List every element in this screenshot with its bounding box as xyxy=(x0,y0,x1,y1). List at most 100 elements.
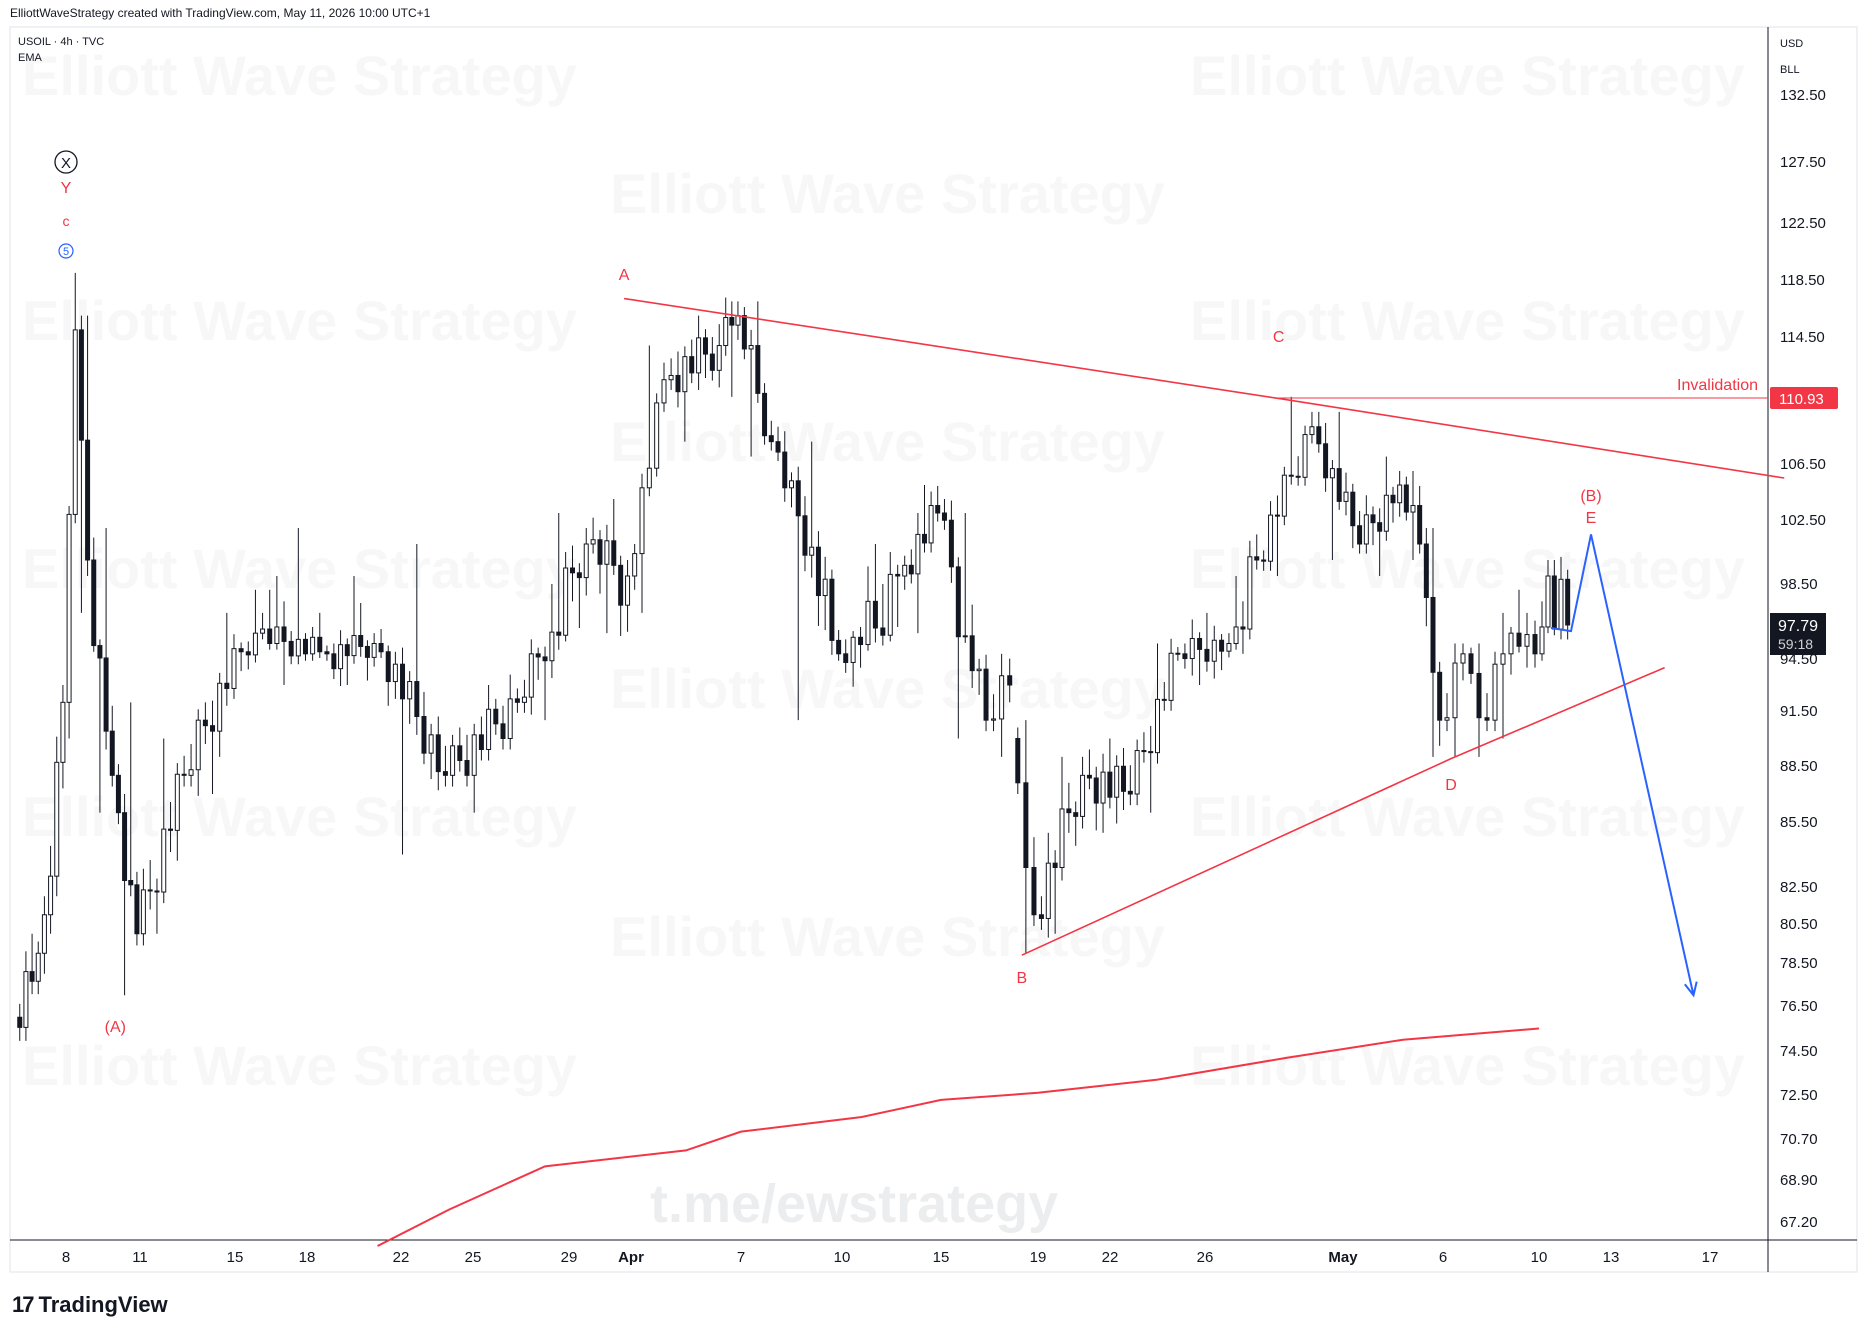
wave-label-x: X xyxy=(61,155,71,172)
candle-body-down xyxy=(168,828,174,831)
candle-body-up xyxy=(1545,575,1551,628)
candle-body-down xyxy=(344,644,350,657)
price-tick-label: 70.70 xyxy=(1780,1131,1818,1148)
candle-body-down xyxy=(435,734,441,773)
candle-body-down xyxy=(514,698,520,703)
tradingview-logo[interactable]: 17 TradingView xyxy=(12,1292,168,1318)
symbol-info[interactable]: USOIL · 4h · TVC xyxy=(18,36,105,48)
time-tick-label: 26 xyxy=(1197,1249,1214,1266)
last-price-badge xyxy=(1770,613,1826,655)
candle-body-up xyxy=(723,317,729,347)
candle-body-down xyxy=(1052,862,1058,869)
candle-body-up xyxy=(528,653,534,698)
candle-body-down xyxy=(1417,505,1423,545)
time-tick-label: May xyxy=(1328,1249,1358,1266)
candle-body-up xyxy=(371,642,377,658)
candle-body-up xyxy=(549,631,555,662)
candle-body-up xyxy=(41,914,47,954)
candle-body-up xyxy=(1189,637,1195,660)
candle-body-up xyxy=(1383,494,1389,532)
price-tick-label: 114.50 xyxy=(1780,329,1825,346)
candle-body-down xyxy=(331,653,337,670)
candle-body-up xyxy=(1363,514,1369,545)
wave-label-B-big: (B) xyxy=(1580,488,1601,505)
candle-body-up xyxy=(661,379,667,404)
candle-body-down xyxy=(29,971,35,982)
candle-body-down xyxy=(414,681,420,717)
candle-body-down xyxy=(181,773,187,776)
candle-body-up xyxy=(991,718,997,721)
candle-body-down xyxy=(109,730,115,776)
candle-body-up xyxy=(507,698,513,739)
candle-body-down xyxy=(611,540,617,566)
candle-body-down xyxy=(941,512,947,521)
candle-body-down xyxy=(493,708,499,725)
candle-body-up xyxy=(1268,514,1274,562)
candle-body-down xyxy=(1066,808,1072,814)
candle-body-up xyxy=(646,467,652,489)
candle-body-up xyxy=(1233,626,1239,644)
candle-body-down xyxy=(103,657,109,732)
candle-body-down xyxy=(858,636,864,646)
invalidation-price-badge xyxy=(1770,387,1838,409)
candle-body-down xyxy=(358,635,364,647)
price-tick-label: 85.50 xyxy=(1780,814,1818,831)
time-tick-label: 8 xyxy=(62,1249,70,1266)
candle-body-up xyxy=(590,539,596,545)
candle-body-down xyxy=(324,651,330,655)
candle-body-up xyxy=(639,487,645,555)
candle-body-down xyxy=(556,631,562,636)
candle-body-down xyxy=(1141,750,1147,753)
candle-body-down xyxy=(238,648,244,653)
candle-body-down xyxy=(1007,675,1013,686)
time-axis[interactable]: 8 11 15 18 22 25 29 Apr 7 10 15 19 22 26 May 6 10 13 17 xyxy=(62,1249,1719,1266)
price-axis[interactable]: 132.50 127.50 122.50 118.50 114.50 106.50 102.… xyxy=(1770,87,1838,1231)
candle-body-up xyxy=(1508,632,1514,655)
candle-body-up xyxy=(632,553,638,577)
candle-body-up xyxy=(1343,491,1349,502)
candle-body-down xyxy=(1182,653,1188,660)
price-tick-label: 72.50 xyxy=(1780,1087,1818,1104)
candle-body-down xyxy=(1476,672,1482,719)
triangle-lower-line xyxy=(1021,666,1665,956)
candle-body-down xyxy=(288,640,294,657)
brand-name: TradingView xyxy=(38,1292,168,1317)
candle-body-down xyxy=(1093,777,1099,804)
candle-body-down xyxy=(969,635,975,672)
overlay-layer: Invalidation XYc 5 (A) A B C D (B) E xyxy=(54,150,1785,1247)
candle-body-down xyxy=(85,439,91,561)
candle-body-up xyxy=(295,638,301,657)
candle-body-up xyxy=(174,773,180,831)
candle-body-up xyxy=(486,708,492,750)
candle-body-down xyxy=(500,723,506,739)
price-tick-label: 80.50 xyxy=(1780,916,1818,933)
candle-body-up xyxy=(60,701,66,763)
wave-label-D: D xyxy=(1445,777,1457,794)
candle-body-down xyxy=(128,880,134,886)
candle-body-up xyxy=(450,745,456,776)
candle-body-up xyxy=(962,635,968,638)
time-tick-label: 15 xyxy=(933,1249,950,1266)
candle-body-down xyxy=(210,725,216,732)
candle-body-up xyxy=(252,632,258,656)
candle-body-down xyxy=(570,567,575,574)
wave-label-A-prev: (A) xyxy=(105,1019,126,1036)
wave-label-c: c xyxy=(63,213,70,229)
candle-body-down xyxy=(1175,652,1181,655)
time-tick-label: 11 xyxy=(132,1249,148,1266)
candle-body-down xyxy=(1357,525,1363,545)
candle-body-down xyxy=(1288,474,1294,477)
tradingview-mark-icon: 17 xyxy=(12,1292,35,1317)
candle-body-down xyxy=(542,656,548,662)
candle-body-down xyxy=(880,627,886,636)
candle-body-down xyxy=(1086,774,1092,779)
candle-body-up xyxy=(1045,862,1051,919)
price-tick-label: 67.20 xyxy=(1780,1214,1818,1231)
candle-body-down xyxy=(147,889,153,892)
candle-body-down xyxy=(385,651,391,683)
time-tick-label: 13 xyxy=(1603,1249,1620,1266)
indicator-label[interactable]: EMA xyxy=(18,52,42,64)
candle-body-down xyxy=(1565,578,1571,626)
candle-body-down xyxy=(442,771,448,776)
